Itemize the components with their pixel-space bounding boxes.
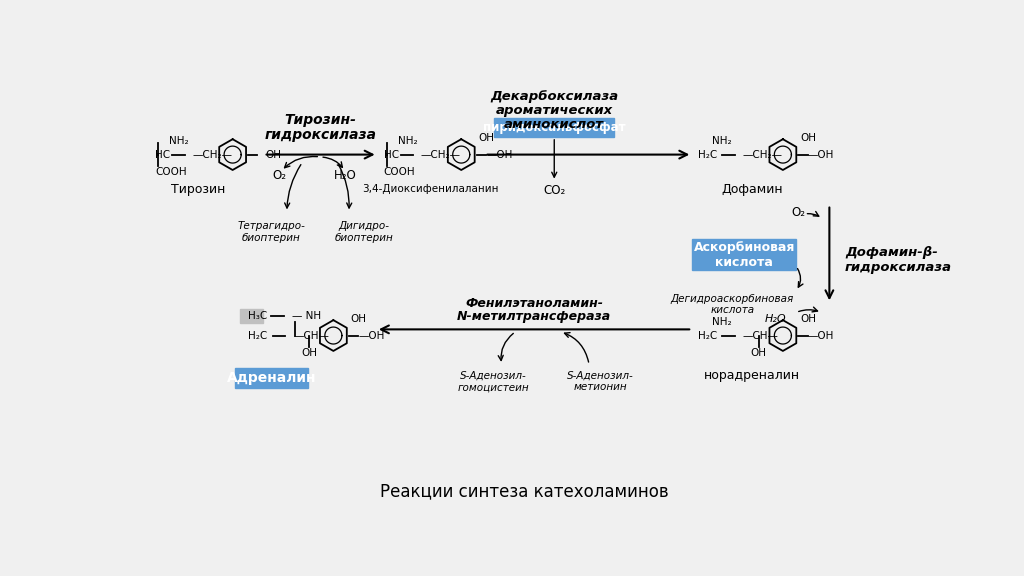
FancyBboxPatch shape: [692, 239, 797, 270]
Text: норадреналин: норадреналин: [703, 369, 800, 382]
Text: Дигидро-: Дигидро-: [339, 221, 390, 231]
Text: S-Аденозил-: S-Аденозил-: [567, 370, 634, 381]
Text: H₂O: H₂O: [764, 313, 786, 324]
FancyBboxPatch shape: [240, 309, 263, 323]
FancyBboxPatch shape: [234, 368, 308, 388]
Text: HC: HC: [384, 150, 399, 160]
Text: —OH: —OH: [358, 331, 385, 340]
Text: биоптерин: биоптерин: [242, 233, 301, 242]
Text: OH: OH: [800, 132, 816, 143]
Text: Аскорбиновая
кислота: Аскорбиновая кислота: [693, 241, 795, 268]
Text: O₂: O₂: [272, 169, 286, 182]
Text: COOH: COOH: [155, 167, 186, 177]
Text: NH₂: NH₂: [169, 136, 188, 146]
Text: 3,4-Диоксифенилаланин: 3,4-Диоксифенилаланин: [362, 184, 499, 194]
Text: гидроксилаза: гидроксилаза: [845, 262, 952, 274]
Text: аминокислот: аминокислот: [504, 118, 604, 131]
Text: Дофамин: Дофамин: [721, 183, 782, 196]
Text: OH: OH: [350, 313, 367, 324]
Text: H₂O: H₂O: [334, 169, 356, 182]
Text: гидроксилаза: гидроксилаза: [264, 128, 376, 142]
Text: Дофамин-β-: Дофамин-β-: [845, 246, 938, 259]
Text: NH₂: NH₂: [712, 317, 731, 327]
Text: Тирозин: Тирозин: [171, 183, 225, 196]
Text: Тетрагидро-: Тетрагидро-: [238, 221, 305, 231]
Text: ароматических: ароматических: [496, 104, 612, 117]
FancyBboxPatch shape: [495, 118, 614, 137]
Text: N-метилтрансфераза: N-метилтрансфераза: [457, 310, 611, 323]
Text: COOH: COOH: [384, 167, 416, 177]
Text: —OH: —OH: [486, 150, 512, 160]
Text: OH: OH: [800, 313, 816, 324]
Text: —CH—: —CH—: [293, 331, 329, 340]
Text: —CH—: —CH—: [742, 331, 778, 340]
Text: —CH₂—: —CH₂—: [742, 150, 782, 160]
Text: Декарбоксилаза: Декарбоксилаза: [490, 90, 618, 103]
Text: Реакции синтеза катехоламинов: Реакции синтеза катехоламинов: [381, 482, 669, 500]
Text: O₂: O₂: [792, 206, 805, 219]
Text: S-Аденозил-: S-Аденозил-: [461, 370, 527, 381]
Text: —OH: —OH: [808, 150, 835, 160]
Text: —CH₂—: —CH₂—: [193, 150, 232, 160]
Text: CO₂: CO₂: [543, 184, 565, 198]
Text: Дегидроаскорбиновая: Дегидроаскорбиновая: [671, 294, 795, 304]
Text: метионин: метионин: [573, 382, 628, 392]
Text: кислота: кислота: [711, 305, 755, 315]
Text: OH: OH: [265, 150, 282, 160]
Text: — NH: — NH: [292, 311, 321, 321]
Text: пиридоксальфосфат: пиридоксальфосфат: [483, 121, 626, 134]
Text: OH: OH: [301, 348, 317, 358]
Text: H₂C: H₂C: [248, 331, 267, 340]
Text: NH₂: NH₂: [712, 136, 731, 146]
Text: Фенилэтаноламин-: Фенилэтаноламин-: [465, 297, 603, 310]
Text: NH₂: NH₂: [397, 136, 418, 146]
Text: H₂C: H₂C: [697, 150, 717, 160]
Text: гомоцистеин: гомоцистеин: [458, 382, 529, 392]
Text: OH: OH: [751, 348, 767, 358]
Text: H₃C: H₃C: [248, 311, 267, 321]
Text: OH: OH: [478, 132, 495, 143]
Text: HC: HC: [155, 150, 170, 160]
Text: Адреналин: Адреналин: [226, 371, 316, 385]
Text: —OH: —OH: [808, 331, 835, 340]
Text: биоптерин: биоптерин: [335, 233, 394, 242]
Text: Тирозин-: Тирозин-: [285, 113, 356, 127]
Text: —CH₂—: —CH₂—: [421, 150, 461, 160]
Text: H₂C: H₂C: [697, 331, 717, 340]
